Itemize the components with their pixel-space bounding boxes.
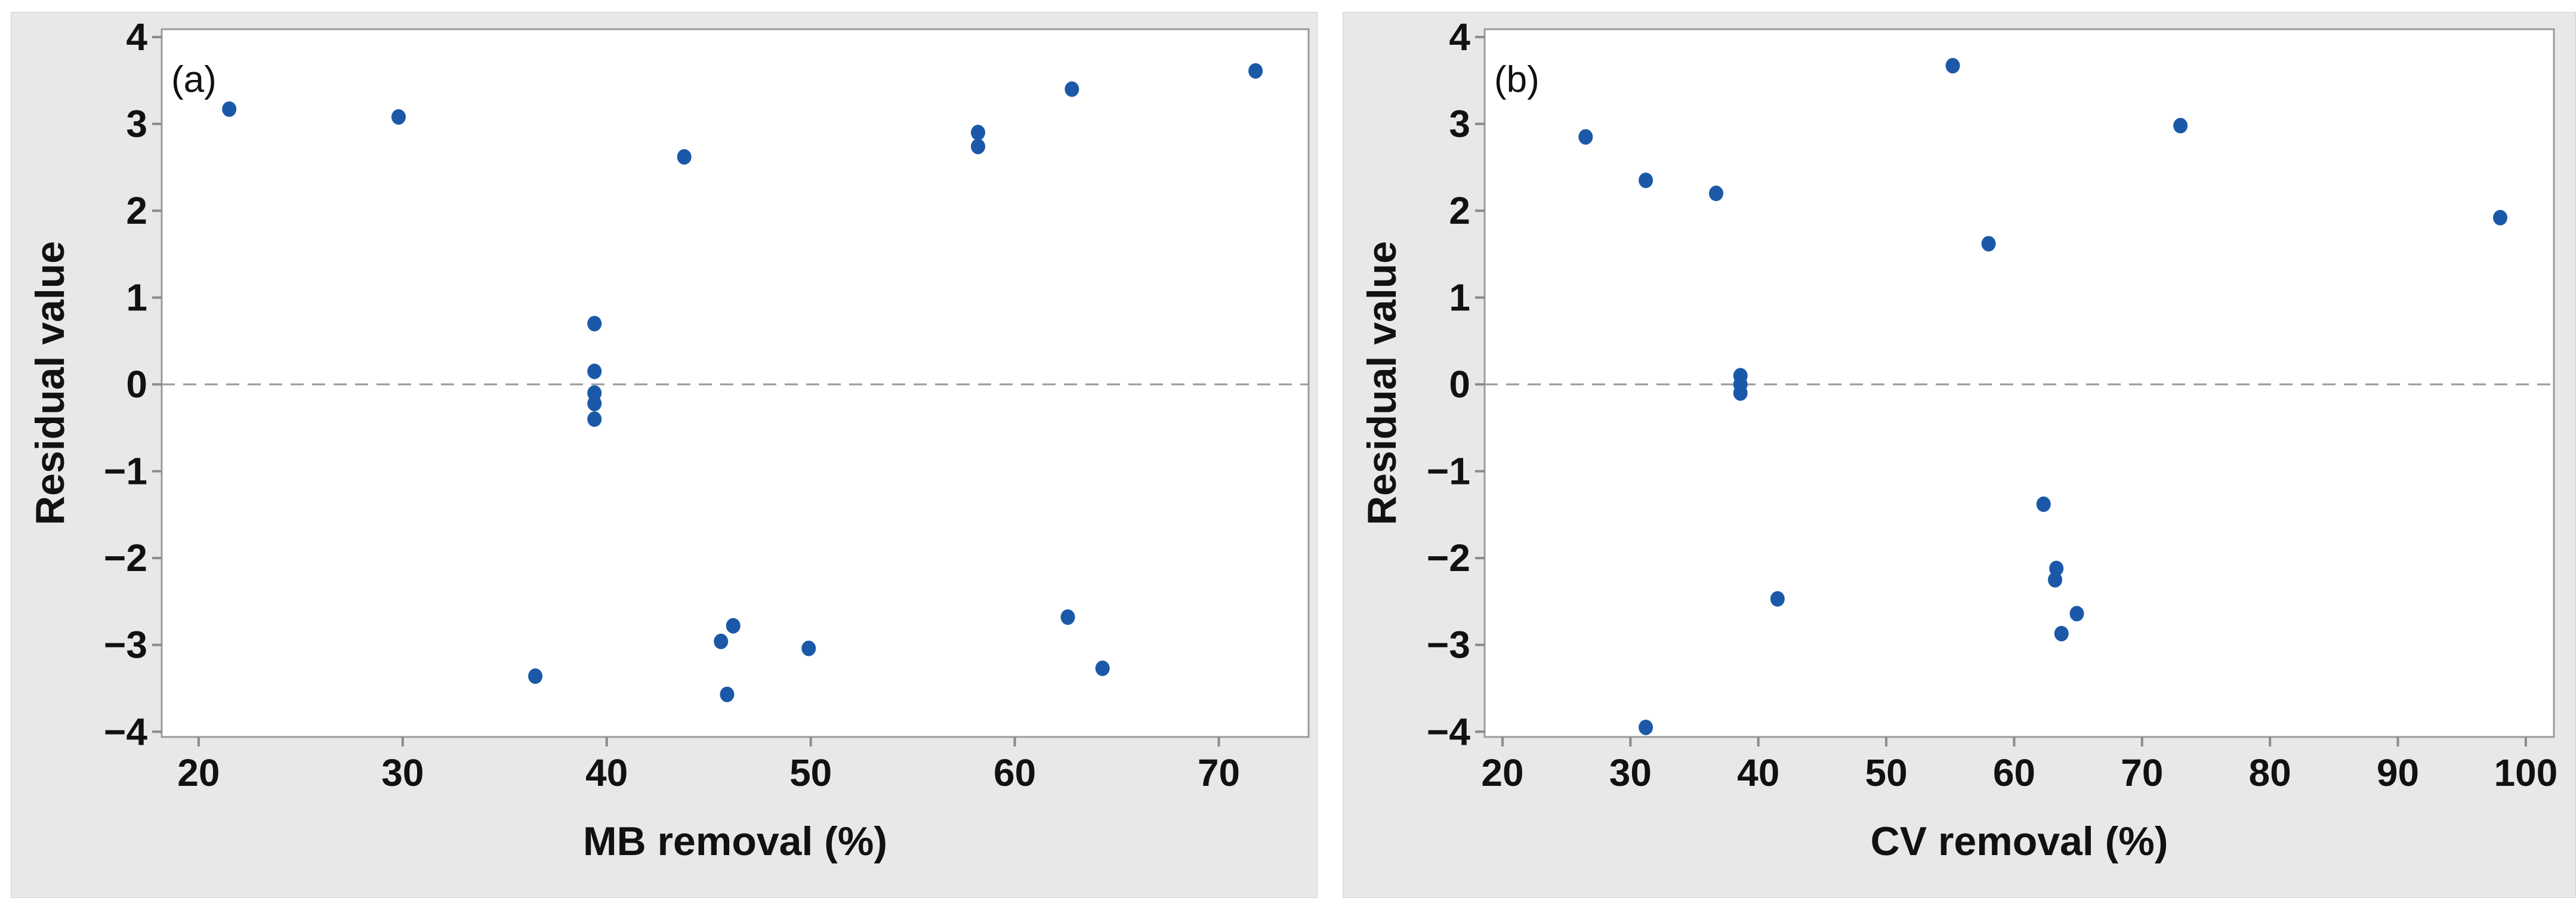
panel-label: (a) <box>171 59 217 100</box>
data-point <box>1981 236 1996 252</box>
x-tick-label: 20 <box>177 751 220 794</box>
panel-label: (b) <box>1494 59 1540 100</box>
data-point <box>1578 129 1593 145</box>
data-point <box>677 149 692 165</box>
data-point <box>2036 496 2051 513</box>
data-point <box>1248 63 1263 79</box>
data-point <box>1945 58 1960 74</box>
data-point <box>391 109 406 125</box>
x-tick-label: 100 <box>2494 751 2558 794</box>
x-tick-label: 30 <box>1609 751 1652 794</box>
x-axis-title: MB removal (%) <box>583 819 887 864</box>
data-point <box>801 640 816 656</box>
data-point <box>587 411 602 427</box>
x-tick-label: 40 <box>585 751 628 794</box>
y-tick-label: 4 <box>1449 16 1470 58</box>
data-point <box>726 618 741 634</box>
plot-area <box>1483 28 2555 738</box>
data-point <box>587 396 602 412</box>
x-tick-label: 20 <box>1481 751 1523 794</box>
y-tick-label: −3 <box>1427 624 1470 667</box>
data-point <box>2048 572 2063 588</box>
data-point <box>720 686 735 702</box>
data-point <box>2173 118 2188 134</box>
x-tick-label: 40 <box>1737 751 1779 794</box>
data-point <box>1733 385 1748 401</box>
x-tick-label: 30 <box>381 751 424 794</box>
y-tick-label: −4 <box>104 710 147 753</box>
scatter-chart-svg: 20 30 40 50 60 70 80 90 100 4 3 2 1 0 −1 −2 −3 −4 CV remov… <box>1359 16 2558 864</box>
x-tick-label: 90 <box>2377 751 2419 794</box>
data-point <box>1065 81 1079 97</box>
x-tick-label: 70 <box>2121 751 2163 794</box>
scatter-chart-svg: 20 30 40 50 60 70 4 3 2 1 0 −1 −2 −3 −4 MB removal (%) R… <box>27 16 1310 864</box>
x-tick-label: 80 <box>2249 751 2291 794</box>
x-tick-label: 60 <box>1993 751 2035 794</box>
scatter-panel-a: 20 30 40 50 60 70 4 3 2 1 0 −1 −2 −3 −4 MB removal (%) R… <box>11 12 1318 898</box>
y-tick-label: −2 <box>1427 536 1470 579</box>
y-tick-label: −3 <box>104 624 147 667</box>
data-point <box>587 363 602 380</box>
y-tick-label: 2 <box>1449 189 1470 232</box>
data-point <box>1639 172 1653 189</box>
data-point <box>2069 606 2084 622</box>
x-axis-title: CV removal (%) <box>1871 819 2168 864</box>
data-point <box>714 633 729 649</box>
y-tick-label: 1 <box>1449 276 1470 319</box>
y-tick-label: 4 <box>126 16 147 58</box>
y-tick-label: 0 <box>126 363 147 406</box>
data-point <box>1770 591 1785 607</box>
data-point <box>971 125 986 141</box>
data-point <box>1639 719 1653 735</box>
y-tick-label: 0 <box>1449 363 1470 406</box>
y-tick-label: −1 <box>104 450 147 493</box>
y-tick-label: 3 <box>1449 103 1470 146</box>
y-axis-title: Residual value <box>1359 241 1405 525</box>
x-tick-label: 50 <box>1865 751 1907 794</box>
data-point <box>528 668 543 684</box>
data-point <box>2492 209 2507 226</box>
x-tick-label: 50 <box>789 751 832 794</box>
y-tick-label: −1 <box>1427 450 1470 493</box>
y-tick-label: 1 <box>126 276 147 319</box>
y-tick-label: −2 <box>104 536 147 579</box>
data-point <box>971 138 986 155</box>
y-tick-label: 3 <box>126 103 147 146</box>
x-tick-label: 70 <box>1198 751 1240 794</box>
y-tick-label: −4 <box>1427 710 1470 753</box>
data-point <box>587 316 602 332</box>
scatter-panel-b: 20 30 40 50 60 70 80 90 100 4 3 2 1 0 −1 −2 −3 −4 CV remov… <box>1343 12 2576 898</box>
data-point <box>1095 661 1110 677</box>
y-axis-title: Residual value <box>27 241 73 525</box>
data-point <box>2054 625 2069 641</box>
data-point <box>2049 560 2064 576</box>
data-point <box>1060 609 1075 625</box>
y-tick-label: 2 <box>126 189 147 232</box>
data-point <box>1708 186 1723 202</box>
x-tick-label: 60 <box>994 751 1036 794</box>
data-point <box>222 101 237 117</box>
